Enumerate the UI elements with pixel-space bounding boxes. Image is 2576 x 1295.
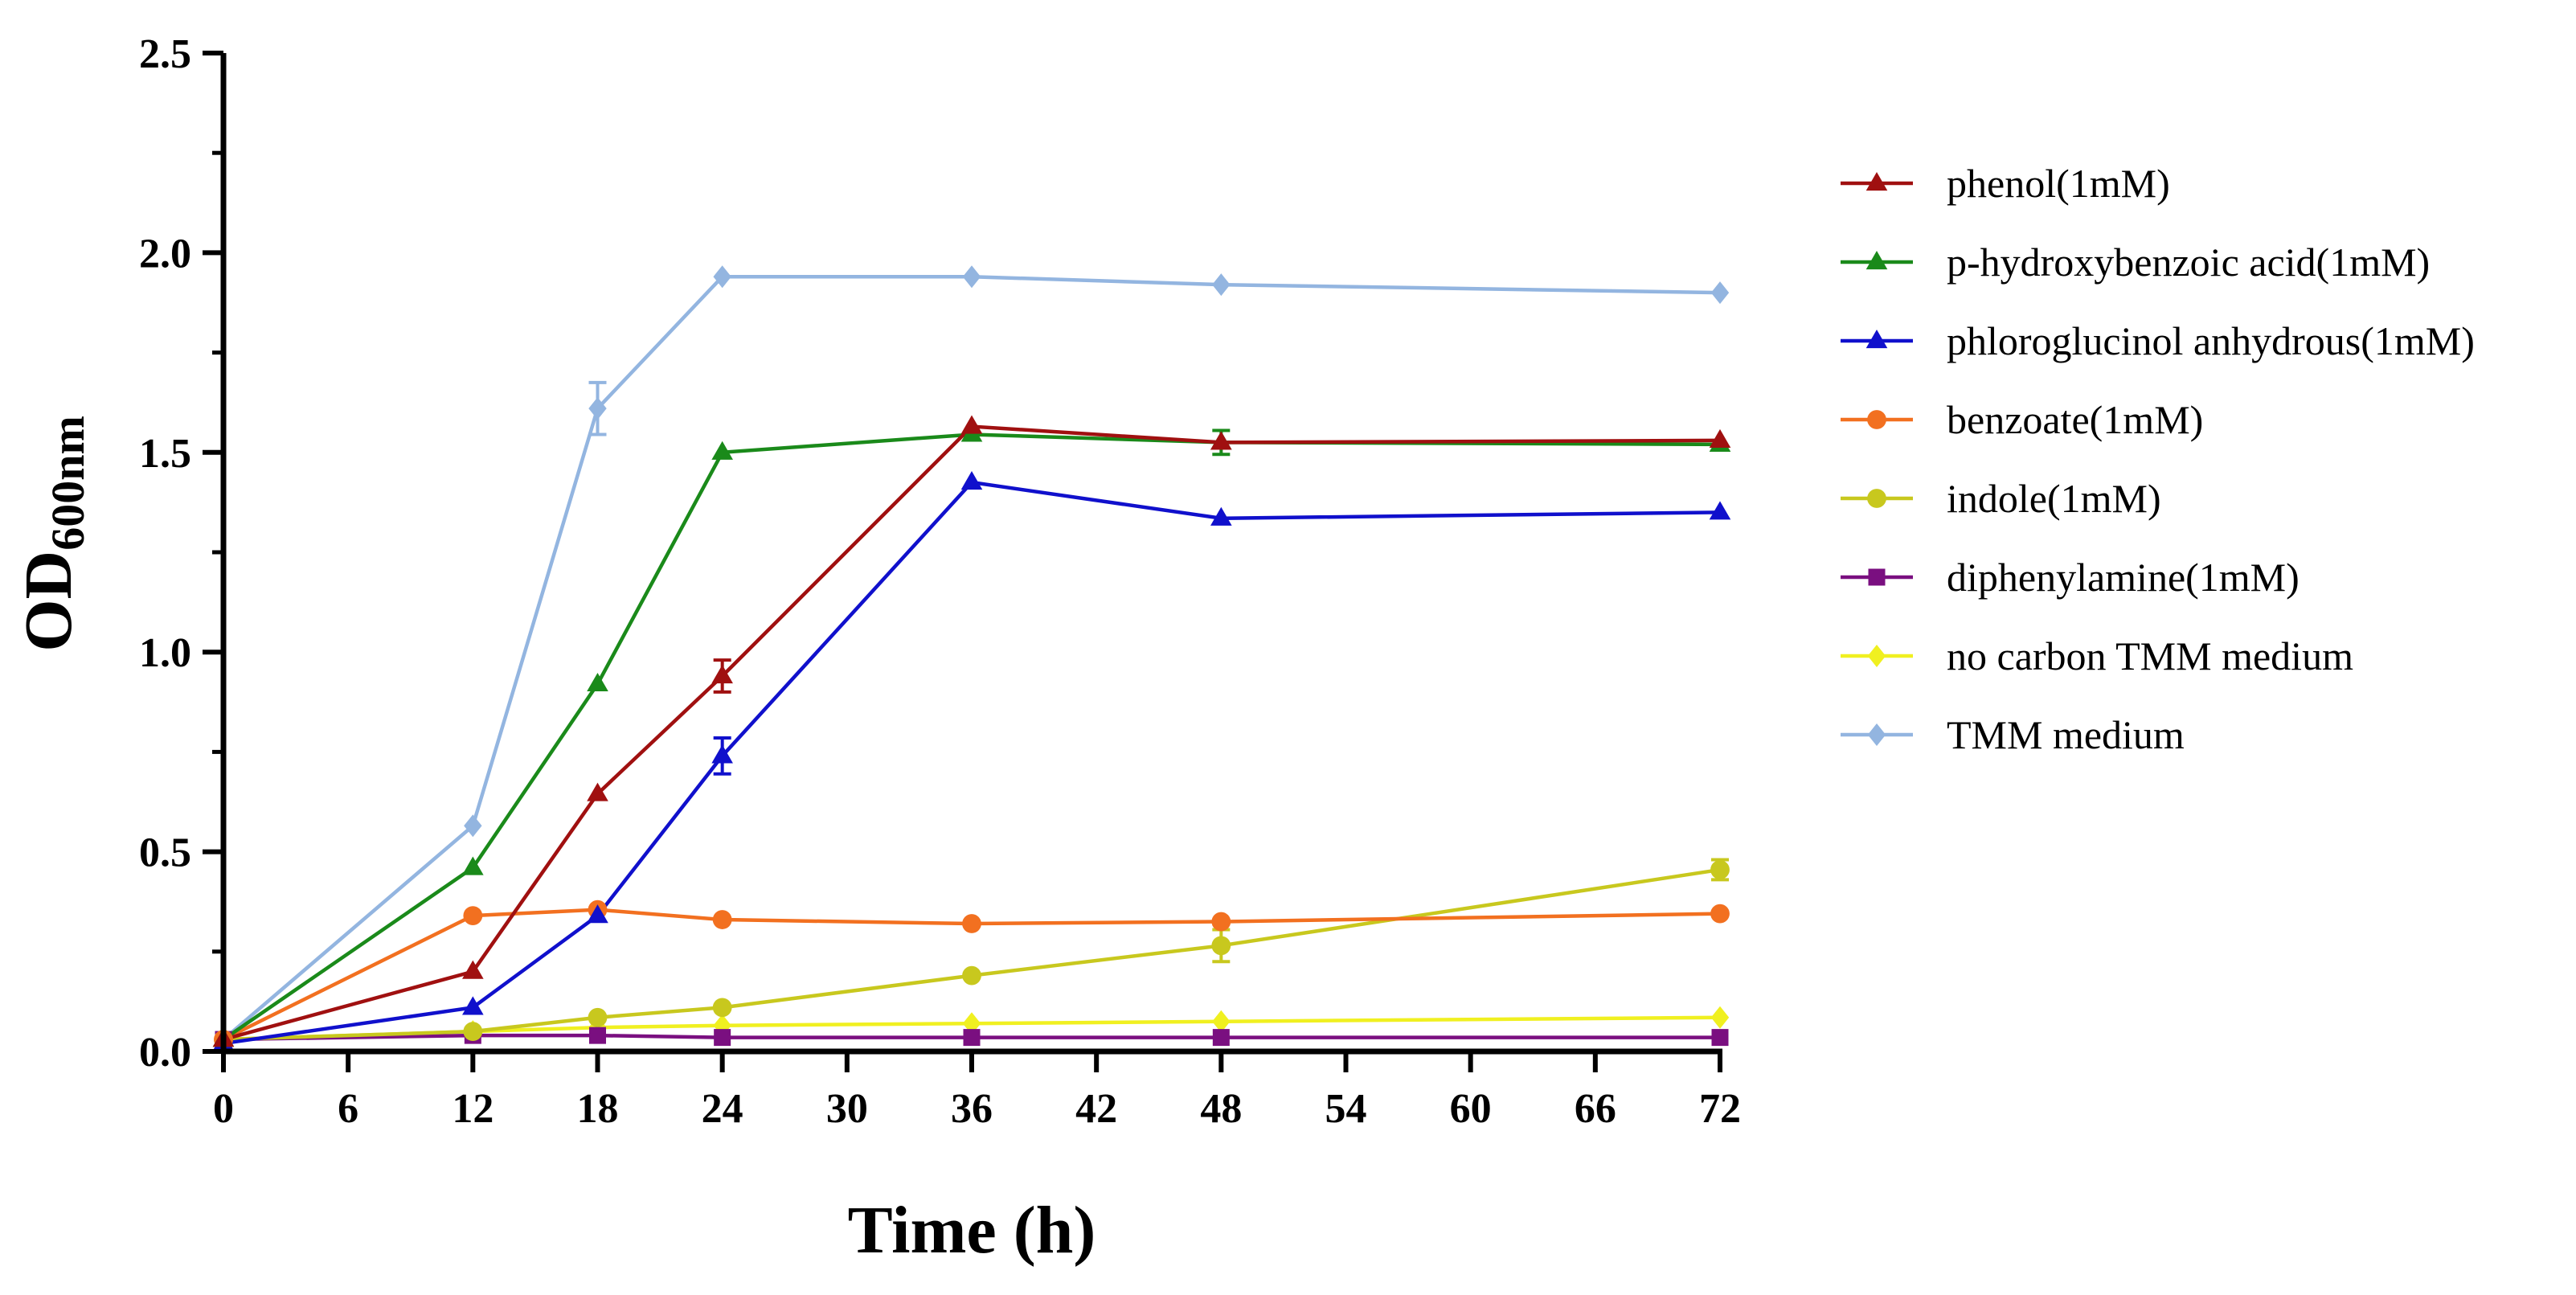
y-axis-title-main: OD	[11, 551, 86, 652]
legend-label: benzoate(1mM)	[1947, 397, 2203, 442]
data-point	[960, 471, 983, 490]
legend: phenol(1mM) p-hydroxybenzoic acid(1mM) phl…	[1841, 161, 2475, 757]
data-point	[963, 1029, 981, 1047]
legend-marker	[1867, 645, 1886, 667]
x-tick-label: 48	[1200, 1086, 1242, 1132]
data-point	[962, 965, 981, 986]
data-point	[1211, 936, 1231, 956]
x-tick-label: 6	[338, 1086, 358, 1132]
data-point	[463, 906, 483, 925]
data-point	[1710, 860, 1730, 879]
y-axis-title: OD600nm	[11, 416, 94, 652]
data-point	[587, 672, 608, 692]
x-tick-label: 0	[213, 1086, 234, 1132]
series-line	[222, 432, 1721, 1041]
data-point	[462, 856, 484, 875]
x-axis-title: Time (h)	[848, 1193, 1096, 1268]
legend-label: TMM medium	[1947, 712, 2185, 757]
data-point	[712, 910, 732, 929]
axes: 0.0 0.5 1.0 1.5 2.0 2.5 0 6 12 18 24 30 36 42 48 54 60 66…	[139, 31, 1741, 1132]
data-point	[1211, 912, 1231, 932]
legend-label: phloroglucinol anhydrous(1mM)	[1947, 318, 2475, 363]
x-tick-label: 54	[1325, 1086, 1367, 1132]
data-point	[462, 996, 484, 1015]
data-point	[1212, 273, 1231, 297]
data-point	[587, 904, 608, 924]
data-point	[712, 998, 732, 1018]
data-point	[464, 814, 482, 838]
x-tick-label: 42	[1075, 1086, 1117, 1132]
legend-label: phenol(1mM)	[1947, 161, 2170, 206]
data-point	[962, 914, 981, 933]
legend-marker	[1867, 723, 1886, 746]
x-tick-label: 24	[702, 1086, 743, 1132]
plot-area	[212, 265, 1731, 1051]
legend-label: p-hydroxybenzoic acid(1mM)	[1947, 240, 2430, 285]
legend-marker	[1867, 489, 1886, 508]
y-axis-title-subscript: 600nm	[42, 416, 94, 551]
legend-label: diphenylamine(1mM)	[1947, 555, 2300, 600]
data-point	[587, 782, 608, 801]
legend-label: no carbon TMM medium	[1947, 633, 2353, 678]
x-tick-label: 18	[577, 1086, 619, 1132]
series-line	[223, 480, 1721, 1046]
data-point	[1212, 1029, 1230, 1047]
x-tick-label: 66	[1575, 1086, 1616, 1132]
data-point	[960, 415, 983, 434]
data-point	[1709, 428, 1731, 448]
data-point	[1212, 1010, 1231, 1033]
x-tick-label: 36	[951, 1086, 993, 1132]
data-point	[588, 397, 607, 420]
data-point	[1210, 506, 1232, 526]
y-tick-label: 2.0	[139, 231, 191, 277]
data-point	[1710, 1006, 1730, 1029]
data-point	[462, 960, 484, 979]
data-point	[589, 1027, 606, 1044]
data-point	[1210, 431, 1232, 450]
data-point	[711, 441, 733, 460]
x-tick-label: 12	[452, 1086, 493, 1132]
data-point	[1710, 904, 1730, 924]
data-point	[1711, 1029, 1729, 1047]
y-tick-label: 0.5	[139, 830, 191, 876]
data-point	[1710, 281, 1730, 305]
series-line	[223, 424, 1721, 1042]
data-point	[962, 265, 981, 289]
data-point	[714, 1029, 731, 1047]
legend-marker	[1865, 330, 1888, 349]
legend-marker	[1865, 251, 1888, 270]
x-tick-label: 72	[1699, 1086, 1741, 1132]
y-tick-label: 0.0	[139, 1030, 191, 1076]
data-point	[711, 744, 733, 764]
y-tick-label: 1.0	[139, 630, 191, 676]
data-point	[711, 665, 733, 684]
y-tick-label: 2.5	[139, 31, 191, 77]
y-tick-label: 1.5	[139, 431, 191, 477]
data-point	[713, 265, 731, 289]
data-point	[1709, 501, 1731, 520]
legend-marker	[1868, 568, 1886, 586]
legend-label: indole(1mM)	[1947, 476, 2161, 521]
x-tick-label: 30	[826, 1086, 868, 1132]
data-point	[588, 1007, 608, 1027]
x-tick-label: 60	[1450, 1086, 1492, 1132]
legend-marker	[1867, 410, 1886, 429]
legend-marker	[1865, 172, 1888, 191]
data-point	[463, 1022, 483, 1042]
